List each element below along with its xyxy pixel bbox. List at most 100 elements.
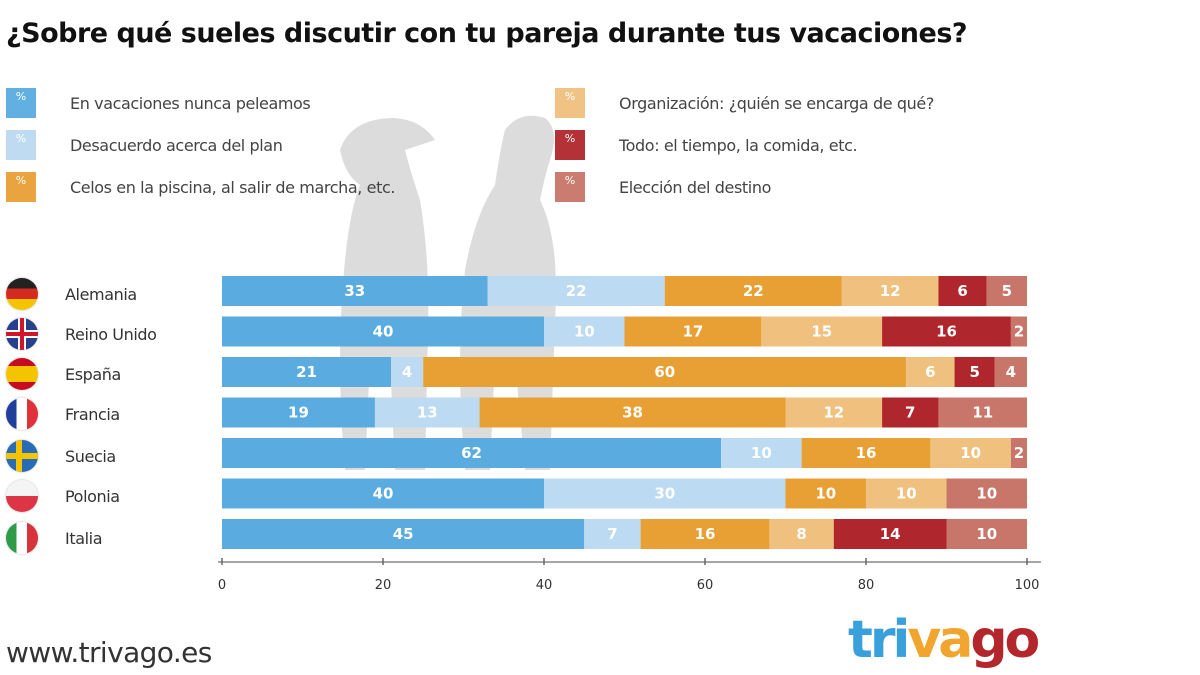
country-label: Reino Unido	[65, 324, 157, 344]
legend-swatch: %	[6, 88, 36, 118]
legend-swatch: %	[555, 172, 585, 202]
bar-value-label: 5	[1002, 282, 1012, 300]
bar-segment	[1010, 438, 1027, 468]
legend-item-desacuerdo-plan: % Desacuerdo acerca del plan	[6, 130, 283, 160]
country-label: Francia	[65, 404, 120, 424]
country-label: España	[65, 364, 121, 384]
bar-segment	[640, 519, 770, 549]
bar-segment	[374, 397, 480, 428]
bar-value-label: 45	[393, 525, 414, 543]
bar-value-label: 10	[815, 485, 836, 503]
bar-value-label: 12	[880, 282, 901, 300]
legend-swatch: %	[555, 88, 585, 118]
bar-segment	[222, 397, 375, 428]
legend-item-celos: % Celos en la piscina, al salir de march…	[6, 172, 395, 202]
bar-value-label: 10	[896, 485, 917, 503]
bar-value-label: 6	[925, 363, 935, 381]
uk-flag-icon	[6, 318, 38, 350]
country-label: Suecia	[65, 446, 116, 466]
legend-item-eleccion-destino: % Elección del destino	[555, 172, 771, 202]
bar-value-label: 15	[811, 323, 832, 341]
legend-swatch: %	[555, 130, 585, 160]
country-label: Polonia	[65, 486, 120, 506]
legend-label: Organización: ¿quién se encarga de qué?	[619, 93, 934, 113]
bar-segment	[785, 397, 883, 428]
legend-item-organizacion: % Organización: ¿quién se encarga de qué…	[555, 88, 934, 118]
bar-segment	[1010, 316, 1027, 347]
bar-segment	[882, 397, 939, 428]
bar-value-label: 22	[566, 282, 587, 300]
bar-segment	[954, 357, 995, 387]
france-flag-icon	[6, 398, 38, 430]
country-row-polonia: Polonia	[6, 480, 120, 512]
spain-flag-icon	[6, 358, 38, 390]
legend-label: En vacaciones nunca peleamos	[70, 93, 311, 113]
legend-label: Desacuerdo acerca del plan	[70, 135, 283, 155]
bar-segment	[222, 438, 722, 468]
bar-value-label: 17	[682, 323, 703, 341]
bar-segment	[584, 519, 641, 549]
website-url[interactable]: www.trivago.es	[6, 636, 212, 669]
country-row-reino-unido: Reino Unido	[6, 318, 157, 350]
bar-value-label: 19	[288, 404, 309, 422]
bar-segment	[761, 316, 883, 347]
x-axis: 0 20 40 60 80 100	[218, 558, 1041, 593]
bar-segment	[423, 357, 907, 387]
bar-value-label: 12	[823, 404, 844, 422]
country-label: Italia	[65, 528, 103, 548]
x-tick-label: 80	[858, 578, 875, 593]
bar-value-label: 40	[373, 323, 394, 341]
legend-swatch: %	[6, 130, 36, 160]
country-row-espana: España	[6, 358, 121, 390]
bar-value-label: 2	[1014, 444, 1024, 462]
country-row-suecia: Suecia	[6, 440, 116, 472]
bar-segment	[866, 478, 947, 509]
bar-segment	[391, 357, 424, 387]
bar-segment	[222, 357, 392, 387]
italy-flag-icon	[6, 522, 38, 554]
bar-segment	[994, 357, 1027, 387]
logo-part-go: go	[970, 610, 1040, 670]
bars-group: 33 22 22 12 6 540 10 17 15 16 221 4 60 6 5 419 13 38 12 7 11…	[222, 276, 1027, 549]
bar-segment	[785, 478, 866, 509]
legend-item-nunca-peleamos: % En vacaciones nunca peleamos	[6, 88, 311, 118]
x-tick-label: 40	[536, 578, 553, 593]
bar-segment	[222, 478, 544, 509]
bar-value-label: 21	[296, 363, 317, 381]
bar-segment	[801, 438, 931, 468]
logo-part-va: va	[907, 610, 973, 670]
bar-segment	[946, 478, 1027, 509]
bar-segment	[222, 316, 544, 347]
x-tick-label: 0	[218, 578, 226, 593]
legend-label: Todo: el tiempo, la comida, etc.	[619, 135, 858, 155]
x-tick-label: 20	[375, 578, 392, 593]
germany-flag-icon	[6, 278, 38, 310]
sweden-flag-icon	[6, 440, 38, 472]
chart-title: ¿Sobre qué sueles discutir con tu pareja…	[6, 18, 968, 49]
bar-value-label: 2	[1014, 323, 1024, 341]
bar-value-label: 60	[654, 363, 675, 381]
poland-flag-icon	[6, 480, 38, 512]
bar-segment	[841, 276, 939, 306]
bar-value-label: 30	[654, 485, 675, 503]
bar-segment	[664, 276, 842, 306]
bar-segment	[769, 519, 834, 549]
bar-segment	[544, 478, 786, 509]
bar-segment	[721, 438, 802, 468]
x-tick-label: 60	[697, 578, 714, 593]
bar-value-label: 8	[796, 525, 806, 543]
legend-item-todo: % Todo: el tiempo, la comida, etc.	[555, 130, 858, 160]
bar-value-label: 13	[417, 404, 438, 422]
legend-label: Celos en la piscina, al salir de marcha,…	[70, 177, 396, 197]
bar-value-label: 16	[936, 323, 957, 341]
bar-value-label: 33	[344, 282, 365, 300]
bar-segment	[624, 316, 762, 347]
bar-segment	[479, 397, 786, 428]
legend-swatch: %	[6, 172, 36, 202]
bar-segment	[930, 438, 1011, 468]
trivago-logo: trivago	[848, 610, 1040, 670]
bar-value-label: 4	[402, 363, 412, 381]
bar-value-label: 6	[957, 282, 967, 300]
bar-value-label: 7	[905, 404, 915, 422]
bar-value-label: 11	[972, 404, 993, 422]
